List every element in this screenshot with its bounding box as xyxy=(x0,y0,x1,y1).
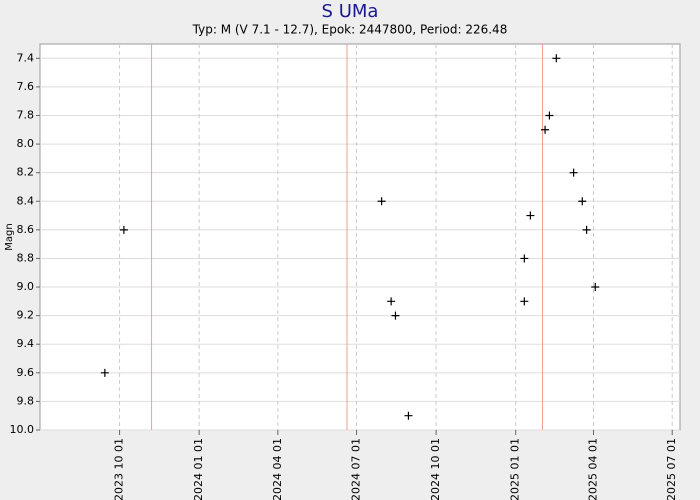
data-point xyxy=(552,54,561,63)
y-tick-label: 8.6 xyxy=(17,223,35,236)
x-tick-label: 2024 01 01 xyxy=(192,438,205,500)
chart-subtitle: Typ: M (V 7.1 - 12.7), Epok: 2447800, Pe… xyxy=(192,23,508,37)
y-tick-label: 9.2 xyxy=(17,309,35,322)
x-tick-label: 2024 07 01 xyxy=(350,438,363,500)
y-tick-label: 7.8 xyxy=(17,108,35,121)
data-point xyxy=(541,125,550,134)
plot-area xyxy=(39,43,681,431)
x-tick-label: 2025 04 01 xyxy=(587,438,600,500)
data-point xyxy=(520,297,529,306)
x-tick-label: 2025 07 01 xyxy=(665,438,678,500)
data-point xyxy=(545,111,554,120)
y-tick-label: 7.4 xyxy=(17,51,35,64)
data-point xyxy=(578,197,587,206)
data-point xyxy=(404,411,413,420)
data-point xyxy=(569,168,578,177)
chart-title: S UMa xyxy=(322,1,379,22)
y-tick-label: 9.8 xyxy=(17,394,35,407)
y-tick-label: 8.0 xyxy=(17,137,35,150)
data-point xyxy=(377,197,386,206)
y-tick-label: 9.4 xyxy=(17,337,35,350)
y-tick-label: 9.0 xyxy=(17,280,35,293)
x-tick-label: 2024 04 01 xyxy=(271,438,284,500)
data-point xyxy=(387,297,396,306)
data-point xyxy=(520,254,529,263)
y-tick-label: 8.8 xyxy=(17,251,35,264)
y-axis-label: Magn xyxy=(4,223,15,250)
y-tick-label: 10.0 xyxy=(10,423,35,436)
data-point xyxy=(119,225,128,234)
data-point xyxy=(526,211,535,220)
y-tick-label: 8.2 xyxy=(17,166,35,179)
data-point xyxy=(391,311,400,320)
y-tick-label: 7.6 xyxy=(17,80,35,93)
y-tick-label: 9.6 xyxy=(17,366,35,379)
x-tick-label: 2025 01 01 xyxy=(509,438,522,500)
x-tick-label: 2023 10 01 xyxy=(113,438,126,500)
data-point xyxy=(582,225,591,234)
data-point xyxy=(100,368,109,377)
x-tick-label: 2024 10 01 xyxy=(429,438,442,500)
y-tick-label: 8.4 xyxy=(17,194,35,207)
data-point xyxy=(591,283,600,292)
